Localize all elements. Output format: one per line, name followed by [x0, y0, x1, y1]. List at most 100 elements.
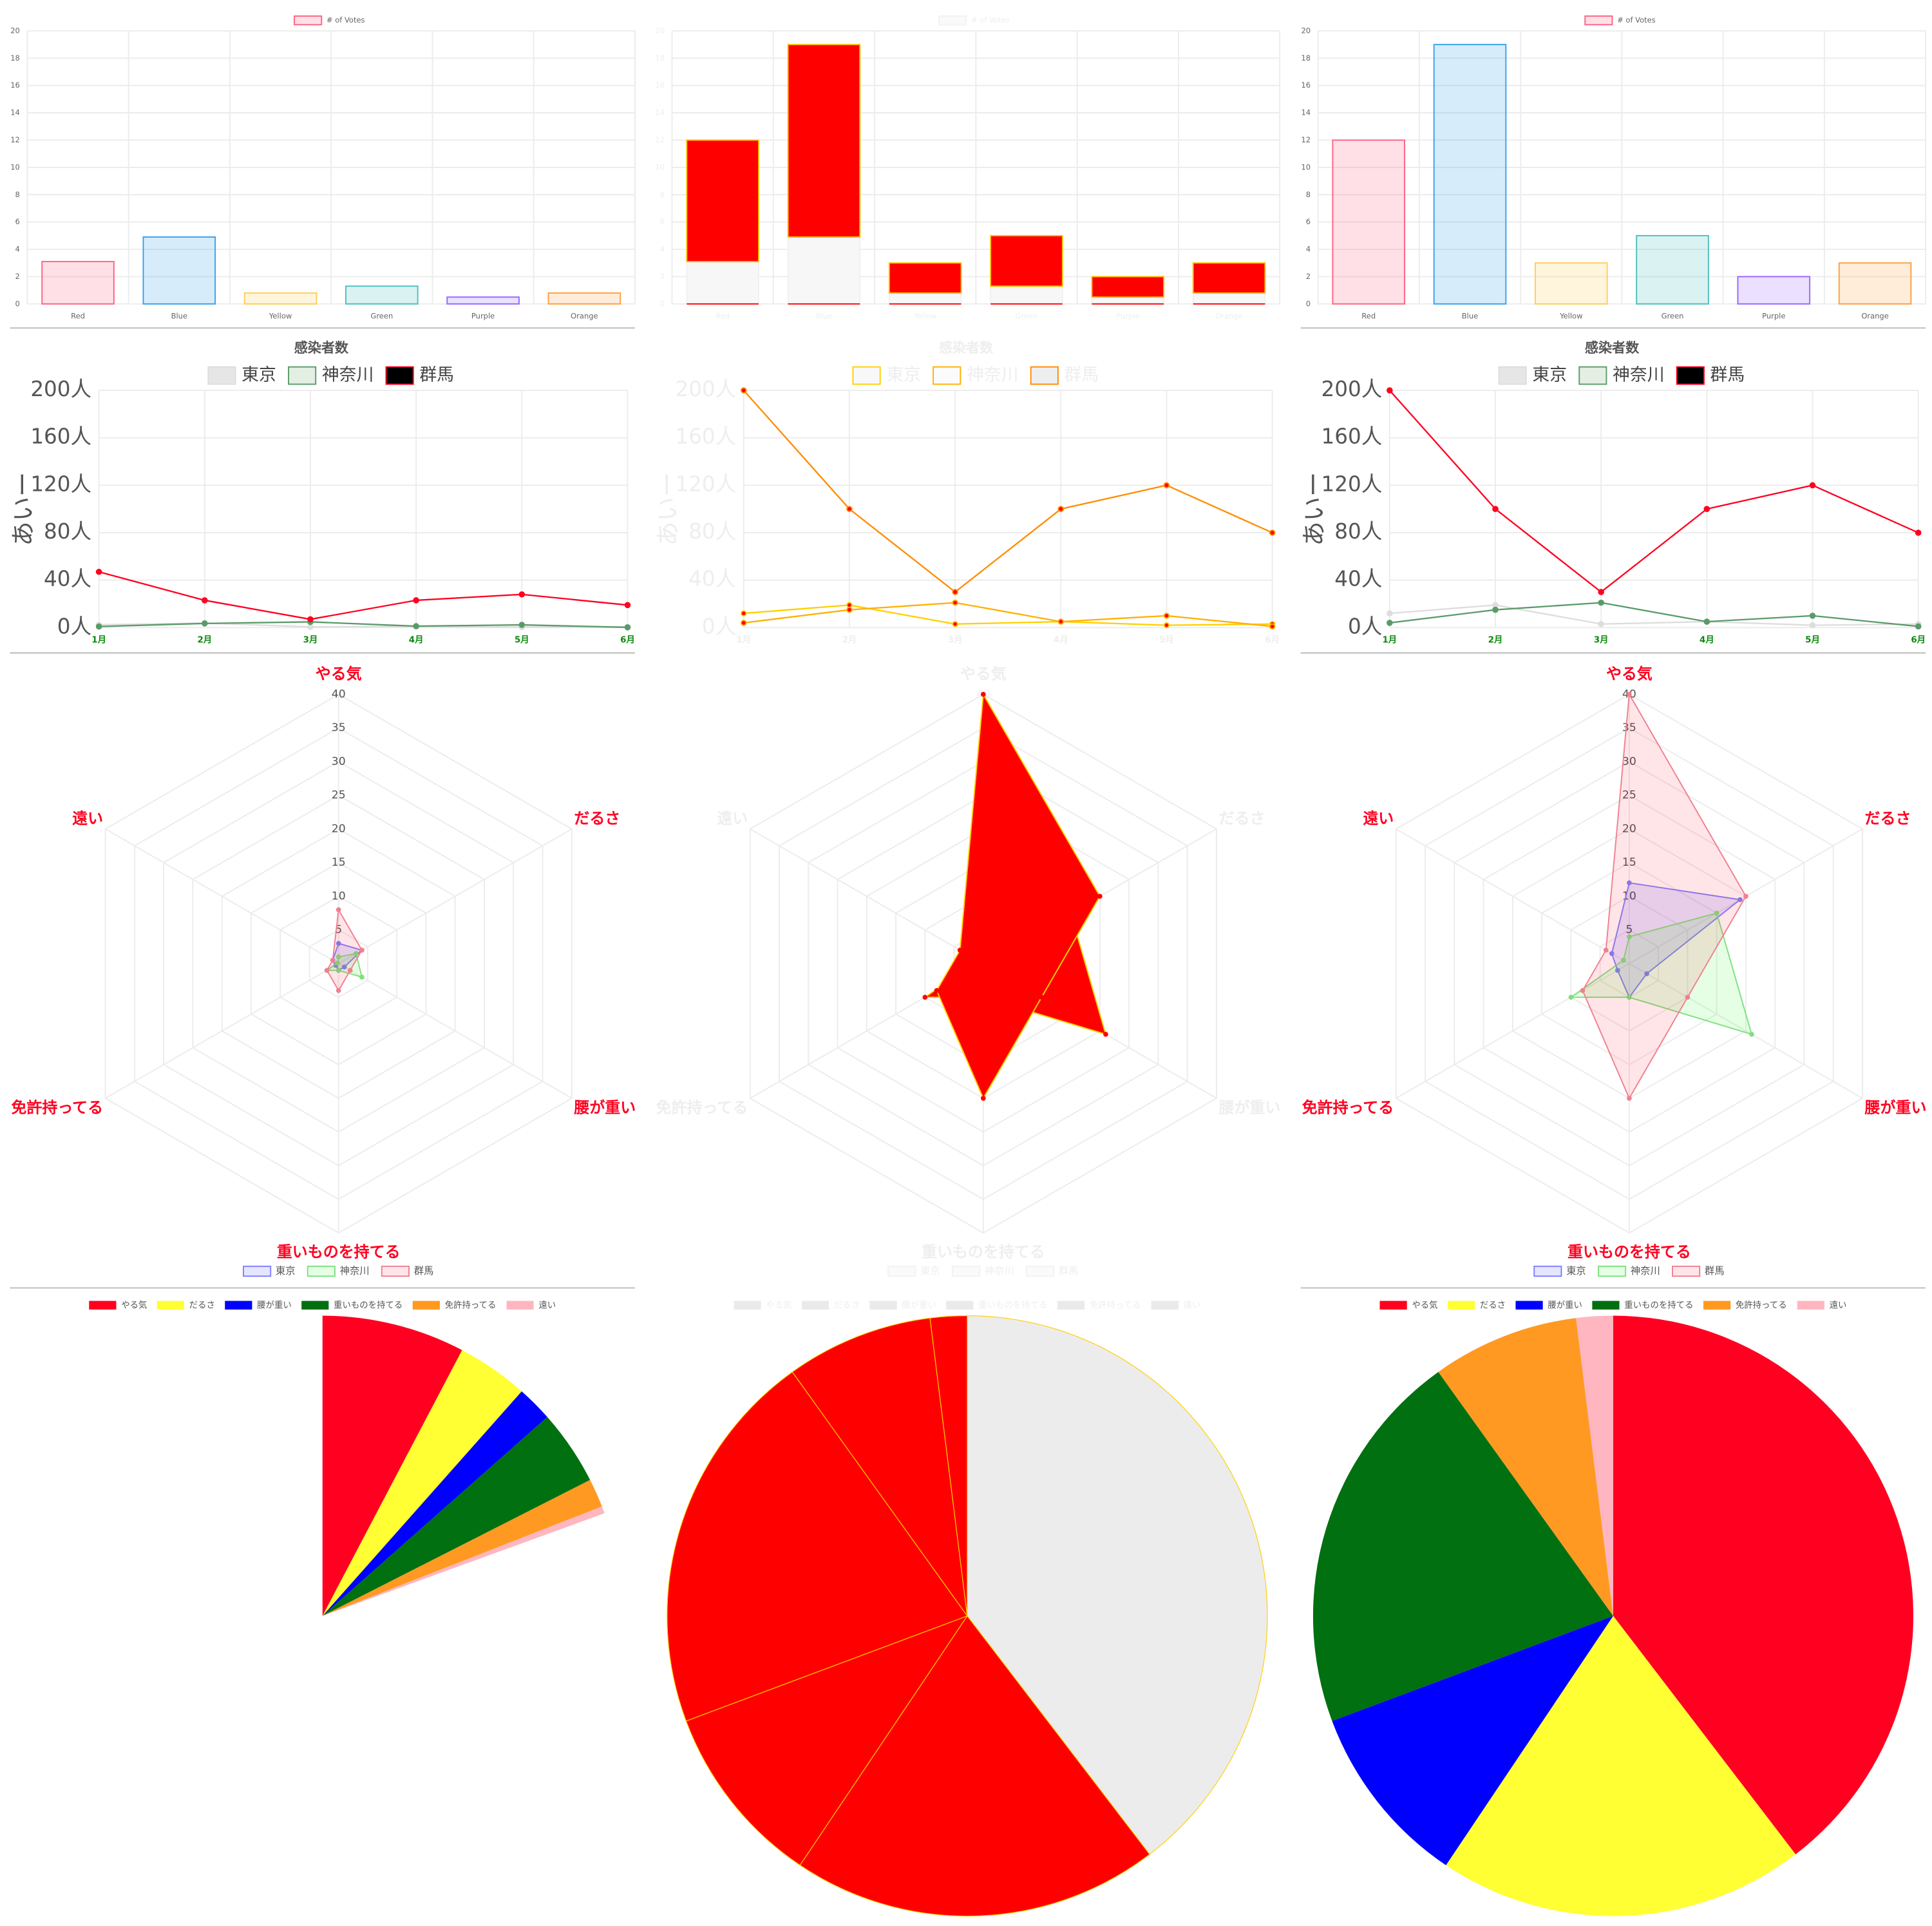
legend-swatch	[801, 1301, 829, 1310]
pie-slice	[322, 1506, 605, 1616]
data-point	[1057, 618, 1065, 625]
x-tick-label: Orange	[1215, 311, 1243, 320]
data-point	[1387, 620, 1393, 626]
x-tick-label: 4月	[409, 634, 424, 645]
bar-segment	[1192, 292, 1266, 305]
bar-segment	[1091, 296, 1165, 305]
legend-label: 東京	[920, 1265, 940, 1277]
legend-swatch	[506, 1301, 534, 1310]
y-tick-label: 10	[1301, 162, 1311, 171]
data-point	[981, 692, 986, 697]
legend-swatch	[412, 1301, 440, 1310]
legend-swatch	[1379, 1301, 1407, 1310]
y-tick-label: 2	[660, 272, 665, 281]
data-point	[518, 591, 526, 598]
data-point	[1615, 968, 1620, 973]
legend-label: 神奈川	[340, 1265, 370, 1277]
pie-slice	[1446, 1616, 1796, 1916]
point-label: 重いものを持てる	[922, 1243, 1045, 1261]
y-tick-label: 20	[10, 26, 20, 35]
y-tick-label: 120人	[675, 472, 736, 496]
x-tick-label: Green	[1016, 311, 1038, 320]
data-point	[359, 948, 365, 953]
grid-spoke	[1396, 963, 1630, 1099]
legend-swatch	[294, 15, 323, 26]
legend-swatch	[887, 1265, 916, 1277]
y-tick-label: 18	[1301, 53, 1311, 62]
data-point	[354, 951, 359, 957]
chart-title: 感染者数	[939, 339, 994, 356]
data-point	[347, 968, 353, 973]
grid-spoke	[1629, 963, 1863, 1099]
data-point	[1387, 387, 1393, 394]
y-tick-label: 18	[655, 53, 665, 62]
data-point	[1269, 529, 1276, 536]
legend-swatch	[385, 366, 414, 385]
x-tick-label: Red	[71, 311, 85, 320]
legend-swatch	[1030, 366, 1059, 385]
y-tick-label: 120人	[1321, 472, 1383, 496]
bar-segment	[990, 234, 1063, 287]
series-area	[936, 692, 1101, 1100]
legend-label: # of Votes	[1617, 15, 1656, 24]
y-tick-label: 2	[1306, 272, 1311, 281]
x-tick-label: 4月	[1700, 634, 1714, 645]
x-tick-label: Red	[1361, 311, 1376, 320]
r-tick-label: 5	[1625, 924, 1633, 937]
legend-swatch	[1533, 1265, 1562, 1277]
bar	[1332, 139, 1406, 305]
legend-label: 東京	[242, 365, 276, 385]
r-tick-label: 20	[1622, 823, 1636, 835]
bar	[1534, 262, 1608, 305]
separators	[10, 327, 1926, 1289]
pie-slice	[799, 1615, 1150, 1917]
data-point	[624, 602, 631, 609]
y-tick-label: 200人	[675, 377, 736, 401]
legend-swatch	[225, 1301, 252, 1310]
grid-spoke	[105, 828, 339, 964]
y-tick-label: 10	[655, 162, 665, 171]
r-tick-label: 20	[332, 823, 346, 835]
legend-label: 遠い	[538, 1300, 556, 1310]
data-point	[341, 964, 347, 970]
x-tick-label: 6月	[620, 634, 635, 645]
legend-label: 群馬	[414, 1265, 434, 1277]
legend-label: 神奈川	[1631, 1265, 1660, 1277]
legend-label: 重いものを持てる	[978, 1300, 1047, 1310]
legend-swatch	[301, 1301, 329, 1310]
r-tick-label: 30	[1622, 755, 1636, 768]
data-point	[95, 623, 102, 630]
legend-label: 群馬	[1059, 1265, 1079, 1277]
y-tick-label: 16	[10, 81, 20, 90]
y-tick-label: 14	[1301, 108, 1311, 117]
legend-swatch	[734, 1301, 761, 1310]
point-label: 遠い	[717, 810, 748, 828]
x-tick-label: Purple	[1116, 311, 1139, 320]
data-point	[1492, 506, 1499, 512]
data-point	[1387, 610, 1393, 616]
y-tick-label: 0	[660, 299, 665, 308]
data-point	[846, 606, 853, 613]
legend-label: だるさ	[189, 1300, 215, 1310]
data-point	[1809, 482, 1816, 489]
r-tick-label: 40	[332, 688, 346, 701]
data-point	[307, 616, 314, 623]
legend-label: 群馬	[1705, 1265, 1725, 1277]
y-tick-label: 8	[15, 190, 20, 199]
y-tick-label: 6	[660, 217, 665, 226]
y-tick-label: 0人	[57, 614, 91, 638]
data-point	[413, 623, 419, 629]
legend-swatch	[1672, 1265, 1701, 1277]
legend-label: 免許持ってる	[1090, 1300, 1141, 1310]
data-point	[846, 506, 853, 512]
y-tick-label: 8	[660, 190, 665, 199]
data-point	[1627, 1096, 1632, 1101]
y-tick-label: 12	[10, 135, 20, 144]
r-tick-label: 25	[332, 789, 346, 802]
data-point	[336, 987, 341, 993]
pie-slice	[322, 1416, 591, 1616]
x-tick-label: 2月	[197, 634, 212, 645]
y-tick-label: 0	[15, 299, 20, 308]
series-line	[743, 602, 1273, 627]
